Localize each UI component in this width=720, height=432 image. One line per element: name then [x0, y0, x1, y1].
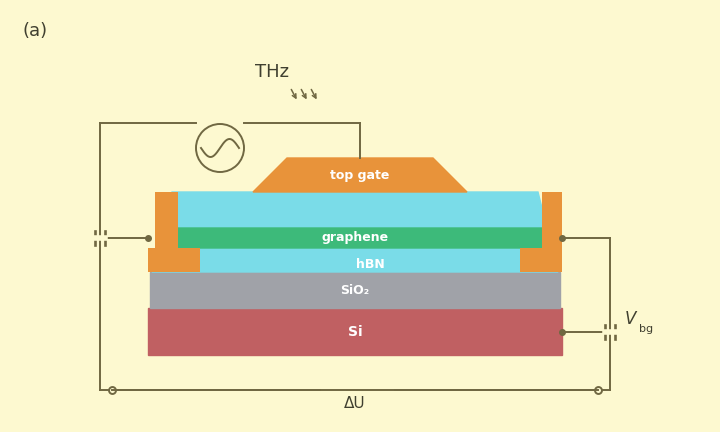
Polygon shape — [158, 228, 552, 248]
Polygon shape — [152, 192, 558, 272]
Polygon shape — [542, 192, 562, 248]
Text: (a): (a) — [22, 22, 47, 40]
Text: V: V — [625, 311, 636, 328]
Polygon shape — [148, 308, 562, 355]
Polygon shape — [148, 248, 200, 272]
Polygon shape — [253, 158, 467, 192]
Text: bg: bg — [639, 324, 653, 334]
Polygon shape — [520, 248, 562, 272]
Polygon shape — [155, 192, 178, 248]
Text: ΔU: ΔU — [344, 397, 366, 412]
Text: hBN: hBN — [356, 257, 384, 270]
Text: THz: THz — [255, 63, 289, 81]
Polygon shape — [150, 272, 560, 308]
Text: graphene: graphene — [321, 232, 389, 245]
Text: top gate: top gate — [330, 168, 390, 181]
Text: Si: Si — [348, 324, 362, 339]
Text: SiO₂: SiO₂ — [341, 283, 369, 296]
